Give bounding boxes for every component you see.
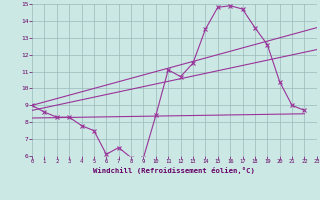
X-axis label: Windchill (Refroidissement éolien,°C): Windchill (Refroidissement éolien,°C) — [93, 167, 255, 174]
